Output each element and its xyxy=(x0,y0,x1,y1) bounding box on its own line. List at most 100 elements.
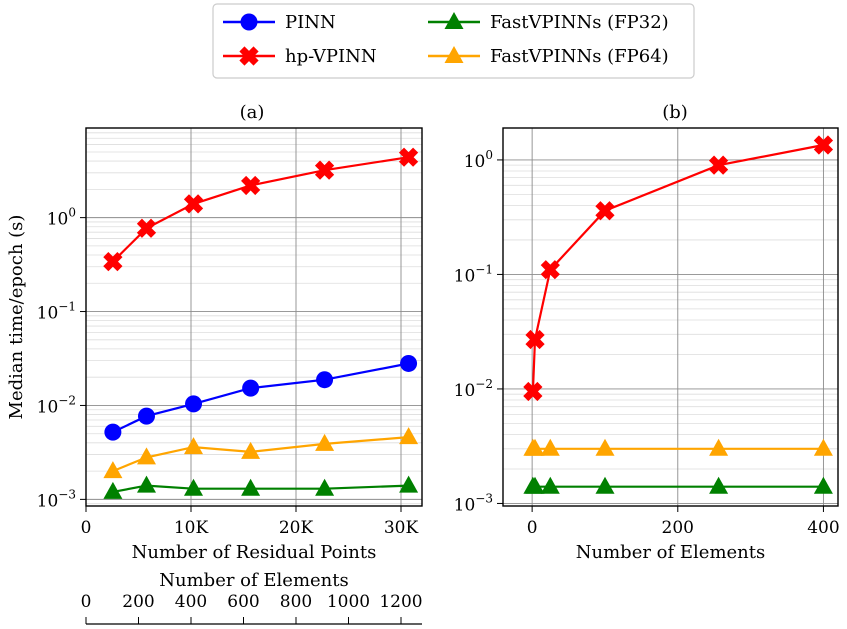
panel-a-point-fastvpinns-fp32 xyxy=(399,475,419,493)
panel-a-point-hp-vpinn xyxy=(136,218,157,238)
panel-b-x-tick-label: 0 xyxy=(527,518,538,538)
panel-a-line-pinn xyxy=(112,362,409,434)
legend-entry-pinn: PINN xyxy=(223,12,336,33)
panel-b-point-hp-vpinn xyxy=(708,155,729,175)
panel-a-y-tick-label: 10−3 xyxy=(37,487,76,511)
panel-a-point-pinn xyxy=(400,354,418,372)
panel-a-point-fastvpinns-fp64 xyxy=(103,461,123,479)
legend-marker-symbol-pinn xyxy=(240,13,258,31)
panel-b-point-fastvpinns-fp32 xyxy=(525,476,545,494)
panel-a-point-fastvpinns-fp32 xyxy=(241,478,261,496)
panel-a-secondary-tick-label: 800 xyxy=(280,592,312,612)
panel-a-point-fastvpinns-fp32 xyxy=(137,475,156,493)
panel-b-y-tick-label: 10−1 xyxy=(454,262,493,286)
panel-b-point-fastvpinns-fp32 xyxy=(709,476,729,494)
panel-a-point-fastvpinns-fp64 xyxy=(315,433,335,451)
panel-b-point-fastvpinns-fp64 xyxy=(813,438,833,456)
panel-a-secondary-tick-label: 200 xyxy=(122,592,154,612)
panel-b-y-tick-label: 10−2 xyxy=(454,377,493,401)
panel-b-point-hp-vpinn xyxy=(523,381,543,402)
panel-a-point-hp-vpinn xyxy=(314,160,335,180)
panel-b-series xyxy=(523,135,834,494)
panel-b-point-fastvpinns-fp64 xyxy=(709,438,729,456)
panel-a-point-fastvpinns-fp64 xyxy=(241,441,261,459)
panel-b-title: (b) xyxy=(662,102,688,123)
panel-b-point-fastvpinns-fp64 xyxy=(525,438,545,456)
panel-a-secondary-tick-label: 1200 xyxy=(379,592,422,612)
legend-marker-symbol-fastvpinns-fp64 xyxy=(444,46,464,63)
panel-a: (a) 0 10K 20K 30K 10−3 10−2 10−1 100 Number of R… xyxy=(6,102,423,625)
panel-a-y-axis-label: Median time/epoch (s) xyxy=(6,215,27,420)
legend-marker-fastvpinns-fp32 xyxy=(444,12,464,29)
panel-b-y-tick-label: 10−3 xyxy=(454,491,493,515)
panel-a-y-tick-label: 10−2 xyxy=(37,393,76,417)
panel-a-point-pinn xyxy=(242,379,260,397)
panel-a-grid xyxy=(85,127,422,506)
panel-a-secondary-tick-label: 0 xyxy=(81,592,92,612)
panel-b-point-fastvpinns-fp64 xyxy=(540,438,560,456)
panel-a-y-tick-label: 100 xyxy=(47,206,76,230)
panel-b-point-hp-vpinn xyxy=(595,201,615,221)
panel-a-point-pinn xyxy=(185,395,203,413)
panel-a-point-fastvpinns-fp32 xyxy=(103,481,123,499)
panel-a-secondary-axis-label: Number of Elements xyxy=(159,570,348,591)
panel-a-x-tick-label: 20K xyxy=(279,518,314,538)
legend-entry-fastvpinns-fp64: FastVPINNs (FP64) xyxy=(428,46,669,67)
panel-b-line-hp-vpinn xyxy=(531,143,824,392)
legend-marker-symbol-hp-vpinn xyxy=(239,46,259,66)
panel-a-x-tick-label: 0 xyxy=(81,518,92,538)
panel-a-point-pinn xyxy=(316,371,334,389)
panel-a-point-fastvpinns-fp64 xyxy=(184,437,203,455)
panel-a-secondary-axis: Number of Elements 0 200 400 600 800 1000 1200 xyxy=(81,570,423,625)
legend-label-fastvpinns-fp32: FastVPINNs (FP32) xyxy=(490,12,669,33)
panel-a-x-axis-label: Number of Residual Points xyxy=(132,542,377,563)
legend-entry-fastvpinns-fp32: FastVPINNs (FP32) xyxy=(428,12,669,33)
legend-label-fastvpinns-fp64: FastVPINNs (FP64) xyxy=(490,46,669,67)
panel-a-point-hp-vpinn xyxy=(183,194,204,214)
panel-b: (b) 0 200 400 10−3 10−2 10−1 100 Number of Elem… xyxy=(454,102,840,563)
legend-label-pinn: PINN xyxy=(285,12,336,33)
panel-b-point-fastvpinns-fp32 xyxy=(813,476,833,494)
panel-a-point-pinn xyxy=(104,423,122,441)
legend-entry-hp-vpinn: hp-VPINN xyxy=(223,46,377,67)
panel-b-point-hp-vpinn xyxy=(540,260,560,280)
panel-a-series xyxy=(103,147,419,499)
panel-b-x-tick-label: 400 xyxy=(807,518,839,538)
panel-b-point-fastvpinns-fp32 xyxy=(595,476,615,494)
panel-b-point-hp-vpinn xyxy=(813,135,834,155)
panel-a-secondary-tick-label: 1000 xyxy=(327,592,370,612)
panel-b-x-axis-label: Number of Elements xyxy=(576,542,765,563)
panel-a-point-fastvpinns-fp64 xyxy=(137,447,156,465)
panel-a-title: (a) xyxy=(240,102,265,123)
legend-marker-symbol-fastvpinns-fp32 xyxy=(444,12,464,29)
panel-b-point-fastvpinns-fp32 xyxy=(540,476,560,494)
panel-a-line-fastvpinns-fp64 xyxy=(112,436,409,473)
panel-b-y-tick-label: 100 xyxy=(464,148,493,172)
legend-marker-pinn xyxy=(240,13,258,31)
panel-a-point-fastvpinns-fp64 xyxy=(399,427,419,445)
panel-a-secondary-tick-label: 400 xyxy=(175,592,207,612)
panel-a-x-tick-label: 30K xyxy=(384,518,419,538)
legend-frame xyxy=(212,3,695,79)
panel-a-point-pinn xyxy=(137,407,155,425)
panel-b-plot-frame xyxy=(502,127,839,507)
panel-a-y-tick-label: 10−1 xyxy=(37,300,76,324)
panel-a-line-fastvpinns-fp32 xyxy=(112,484,409,493)
legend-label-hp-vpinn: hp-VPINN xyxy=(285,46,377,67)
legend-marker-hp-vpinn xyxy=(239,46,259,66)
panel-a-x-tick-label: 10K xyxy=(174,518,209,538)
panel-a-point-hp-vpinn xyxy=(241,175,261,196)
legend-marker-fastvpinns-fp64 xyxy=(444,46,464,63)
panel-a-ticks: 0 10K 20K 30K 10−3 10−2 10−1 100 xyxy=(37,206,419,538)
panel-b-point-hp-vpinn xyxy=(525,329,545,350)
panel-a-point-hp-vpinn xyxy=(398,147,419,167)
panel-a-point-hp-vpinn xyxy=(103,252,123,272)
panel-a-point-fastvpinns-fp32 xyxy=(315,478,335,496)
panel-b-x-tick-label: 200 xyxy=(662,518,694,538)
panel-b-ticks: 0 200 400 10−3 10−2 10−1 100 xyxy=(454,148,840,538)
panel-a-plot-frame xyxy=(85,127,423,507)
legend: PINN hp-VPINN FastVPINNs (FP32) FastVPIN… xyxy=(212,3,695,79)
panel-a-secondary-tick-label: 600 xyxy=(227,592,259,612)
panel-a-point-fastvpinns-fp32 xyxy=(184,478,203,496)
